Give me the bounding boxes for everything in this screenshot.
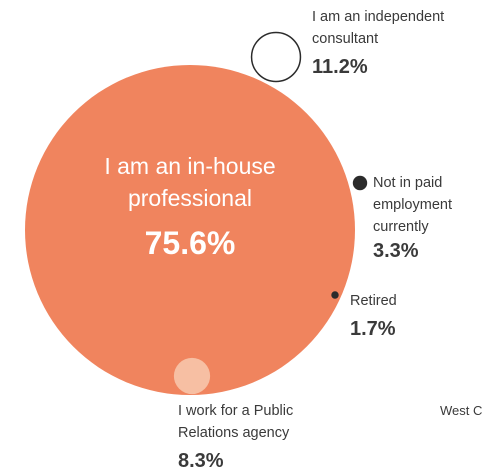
category-label: Not in paid employment currently	[373, 175, 452, 235]
bubble	[352, 175, 368, 191]
category-label: I am an in-house professional	[104, 153, 276, 211]
bubble	[173, 357, 211, 395]
annotation: West C	[440, 403, 483, 418]
value-label: 75.6%	[144, 225, 236, 261]
value-label: 3.3%	[373, 240, 419, 262]
bubble	[331, 291, 339, 299]
category-label: I work for a Public Relations agency	[178, 403, 294, 441]
category-label: Retired	[350, 293, 397, 309]
value-label: 8.3%	[178, 450, 224, 472]
value-label: 11.2%	[312, 56, 368, 78]
bubble	[25, 65, 355, 395]
category-label: I am an independent consultant	[312, 9, 445, 47]
bubble	[250, 31, 302, 83]
value-label: 1.7%	[350, 318, 396, 340]
